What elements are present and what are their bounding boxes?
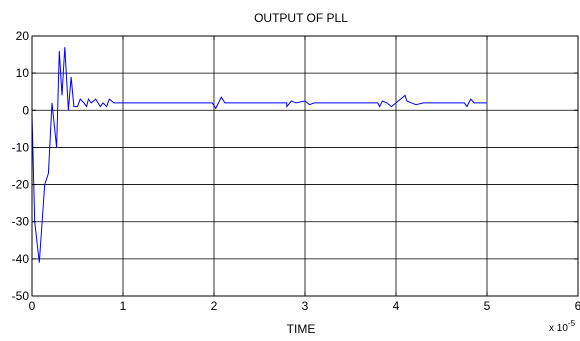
x-multiplier-exponent: -5 — [568, 319, 576, 328]
x-tick-label: 6 — [575, 299, 580, 313]
x-multiplier-base: x 10 — [549, 323, 568, 334]
y-tick-label: -30 — [12, 215, 30, 229]
x-tick-label: 1 — [120, 299, 127, 313]
y-tick-label: -20 — [12, 178, 30, 192]
tick-marks — [31, 35, 579, 297]
x-axis-label: TIME — [287, 322, 316, 336]
series-line — [31, 47, 487, 263]
grid-lines — [32, 36, 578, 296]
y-tick-label: 20 — [16, 29, 30, 43]
x-tick-label: 5 — [484, 299, 491, 313]
series-layer — [31, 47, 487, 263]
y-tick-label: 0 — [22, 103, 29, 117]
x-tick-label: 2 — [211, 299, 218, 313]
x-tick-labels: 0 1 2 3 4 5 6 — [29, 299, 580, 313]
y-tick-label: -50 — [12, 289, 30, 303]
y-tick-label: -40 — [12, 252, 30, 266]
y-tick-label: 10 — [16, 66, 30, 80]
x-tick-label: 4 — [393, 299, 400, 313]
chart-title: OUTPUT OF PLL — [254, 11, 348, 25]
x-tick-label: 3 — [302, 299, 309, 313]
y-tick-label: -10 — [12, 140, 30, 154]
y-tick-labels: -50 -40 -30 -20 -10 0 10 20 — [12, 29, 30, 303]
x-tick-label: 0 — [29, 299, 36, 313]
x-axis-multiplier: x 10-5 — [549, 319, 576, 334]
